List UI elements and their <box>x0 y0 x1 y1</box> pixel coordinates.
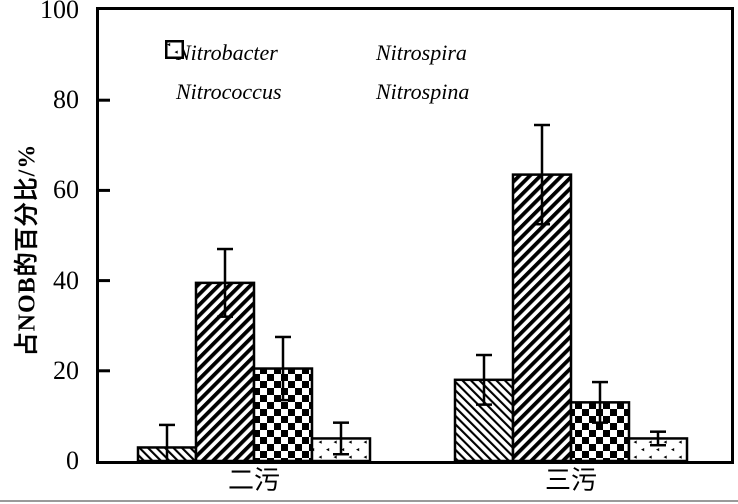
legend: Nitrobacter Nitrospira Nitrococcus Nitro… <box>165 40 469 105</box>
x-category-label: 三污 <box>544 466 597 495</box>
legend-label-nitrobacter: Nitrobacter <box>176 40 278 65</box>
y-tick-label: 20 <box>53 355 79 385</box>
legend-swatch-sparse-specks-icon <box>165 40 184 59</box>
bar-nitrococcus-三污 <box>569 401 631 461</box>
page-edge-line <box>0 500 738 502</box>
plot-canvas <box>99 98 689 461</box>
y-tick-label: 60 <box>53 175 79 205</box>
legend-item-nitrospina: Nitrospina <box>165 40 470 105</box>
y-tick-label: 0 <box>66 446 79 475</box>
legend-label-nitrospira: Nitrospira <box>376 40 467 65</box>
y-tick-label: 100 <box>40 0 79 24</box>
y-tick-label: 40 <box>53 265 79 295</box>
legend-label-nitrospina: Nitrospina <box>376 79 470 104</box>
legend-label-nitrococcus: Nitrococcus <box>176 79 282 104</box>
x-category-label: 二污 <box>227 466 280 495</box>
legend-item-nitrococcus: Nitrococcus <box>165 40 365 105</box>
legend-item-nitrobacter: Nitrobacter <box>165 40 365 66</box>
legend-item-nitrospira: Nitrospira <box>165 40 469 66</box>
plot-area: Nitrobacter Nitrospira Nitrococcus Nitro… <box>96 7 734 464</box>
y-tick-label: 80 <box>53 85 79 115</box>
